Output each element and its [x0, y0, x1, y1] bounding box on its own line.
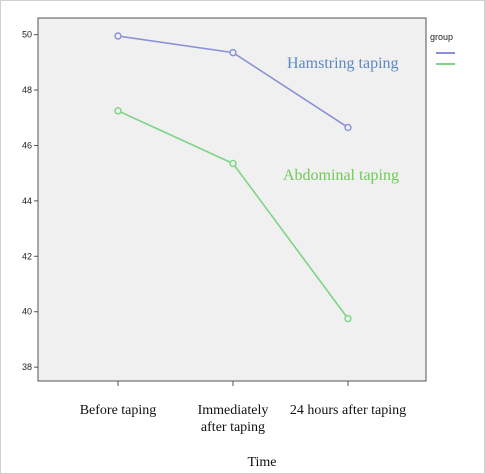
series-layer: [114, 32, 352, 323]
y-tick-label: 50: [22, 30, 32, 40]
y-tick-label: 48: [22, 85, 32, 95]
data-point-abdominal: [344, 314, 352, 323]
data-point-abdominal: [114, 107, 122, 115]
series-label-abdominal: Abdominal taping: [283, 167, 399, 184]
x-tick-label: Immediately after taping: [198, 403, 269, 435]
data-point-abdominal: [229, 159, 237, 168]
x-tick-label: 24 hours after taping: [290, 403, 406, 418]
x-axis: Before taping Immediately after taping 24 h…: [80, 381, 406, 435]
legend: group: [430, 32, 455, 65]
legend-title: group: [430, 32, 453, 42]
series-label-hamstring: Hamstring taping: [287, 55, 399, 72]
y-axis: 38 40 42 44 46 48 50: [22, 30, 38, 372]
data-point-hamstring: [344, 123, 352, 132]
y-tick-label: 40: [22, 307, 32, 317]
data-point-hamstring: [114, 32, 122, 40]
x-axis-title: Time: [247, 455, 276, 470]
y-tick-label: 42: [22, 251, 32, 261]
y-tick-label: 44: [22, 196, 32, 206]
plot-area: [37, 17, 427, 382]
y-tick-label: 38: [22, 362, 32, 372]
series-labels: Hamstring taping Abdominal taping: [283, 55, 399, 184]
x-tick-label: Before taping: [80, 403, 157, 418]
data-point-hamstring: [229, 48, 237, 57]
y-tick-label: 46: [22, 140, 32, 150]
